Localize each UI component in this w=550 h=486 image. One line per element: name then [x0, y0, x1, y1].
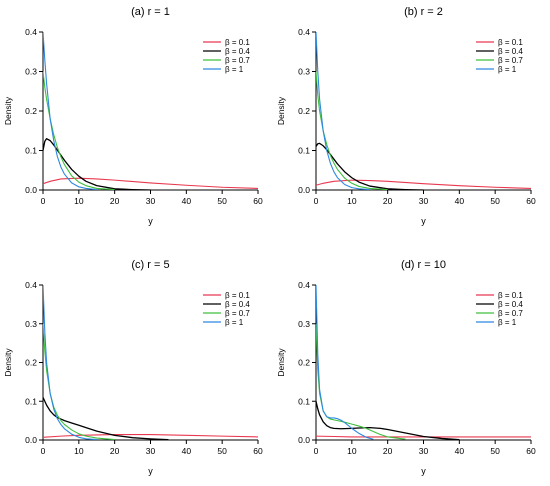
- series-line-4: [316, 31, 370, 190]
- x-tick-label: 10: [74, 446, 84, 456]
- x-tick-label: 30: [419, 196, 429, 206]
- y-tick-label: 0.1: [25, 146, 37, 156]
- x-tick-label: 0: [41, 446, 46, 456]
- legend-label: β = 0.7: [498, 56, 523, 65]
- series-line-3: [316, 323, 406, 440]
- x-tick-label: 40: [182, 446, 192, 456]
- x-axis-label: y: [148, 216, 153, 226]
- x-tick-label: 0: [41, 196, 46, 206]
- legend-label: β = 0.4: [225, 300, 250, 309]
- chart-title: (c) r = 5: [131, 259, 169, 271]
- y-tick-label: 0.1: [298, 146, 310, 156]
- legend-label: β = 1: [225, 318, 244, 327]
- series-line-2: [43, 397, 169, 440]
- x-tick-label: 0: [314, 196, 319, 206]
- x-tick-label: 20: [383, 446, 393, 456]
- x-axis-label: y: [421, 216, 426, 226]
- series-line-1: [316, 179, 531, 189]
- legend-label: β = 0.1: [225, 291, 250, 300]
- y-tick-label: 0.2: [298, 106, 310, 116]
- series-line-3: [43, 323, 115, 440]
- series-line-1: [43, 434, 258, 438]
- y-tick-label: 0.0: [298, 185, 310, 195]
- y-tick-label: 0.4: [25, 280, 37, 290]
- chart-title: (a) r = 1: [131, 6, 170, 18]
- y-tick-label: 0.2: [298, 358, 310, 368]
- series-line-4: [316, 284, 374, 440]
- x-tick-label: 20: [110, 446, 120, 456]
- y-tick-label: 0.2: [25, 106, 37, 116]
- y-tick-label: 0.0: [298, 435, 310, 445]
- y-axis-label: Density: [3, 348, 13, 377]
- x-tick-label: 10: [74, 196, 84, 206]
- x-tick-label: 30: [146, 196, 156, 206]
- series-line-3: [43, 71, 115, 190]
- y-axis-label: Density: [276, 348, 286, 377]
- y-tick-label: 0.1: [25, 396, 37, 406]
- y-tick-label: 0.3: [298, 67, 310, 77]
- legend-label: β = 0.7: [498, 309, 523, 318]
- y-tick-label: 0.0: [25, 185, 37, 195]
- series-line-4: [43, 31, 97, 190]
- y-axis-label: Density: [3, 96, 13, 125]
- x-tick-label: 50: [490, 446, 500, 456]
- series-line-4: [43, 284, 97, 440]
- series-line-3: [316, 71, 388, 190]
- chart-panel-3: (c) r = 5 0 10 20 30 40 50 60 0.0 0.1 0.2 0.3 0.4 y De…: [3, 259, 263, 476]
- y-tick-label: 0.3: [25, 319, 37, 329]
- chart-title: (d) r = 10: [401, 259, 446, 271]
- x-axis-label: y: [421, 466, 426, 476]
- x-tick-label: 40: [182, 196, 192, 206]
- chart-panel-4: (d) r = 10 0 10 20 30 40 50 60 0.0 0.1 0.2 0.3 0.4 y D…: [276, 259, 536, 476]
- legend-label: β = 1: [498, 318, 517, 327]
- legend-label: β = 1: [225, 65, 244, 74]
- y-tick-label: 0.3: [25, 67, 37, 77]
- x-tick-label: 60: [253, 446, 263, 456]
- x-tick-label: 50: [490, 196, 500, 206]
- legend-label: β = 0.1: [498, 291, 523, 300]
- x-tick-label: 30: [419, 446, 429, 456]
- chart-panel-1: (a) r = 1 0 10 20 30 40 50 60 0.0 0.1 0.2 0.3 0.4 y De…: [3, 6, 263, 226]
- x-tick-label: 50: [217, 446, 227, 456]
- y-tick-label: 0.4: [25, 27, 37, 37]
- x-tick-label: 60: [526, 446, 536, 456]
- y-axis-label: Density: [276, 96, 286, 125]
- legend-label: β = 1: [498, 65, 517, 74]
- x-tick-label: 10: [347, 446, 357, 456]
- y-tick-label: 0.4: [298, 280, 310, 290]
- x-tick-label: 20: [110, 196, 120, 206]
- x-tick-label: 50: [217, 196, 227, 206]
- legend-label: β = 0.1: [498, 38, 523, 47]
- x-axis-label: y: [148, 466, 153, 476]
- y-tick-label: 0.0: [25, 435, 37, 445]
- series-line-1: [43, 177, 258, 189]
- y-tick-label: 0.1: [298, 396, 310, 406]
- legend-label: β = 0.4: [498, 47, 523, 56]
- x-tick-label: 0: [314, 446, 319, 456]
- y-tick-label: 0.2: [25, 358, 37, 368]
- legend-label: β = 0.4: [225, 47, 250, 56]
- chart-title: (b) r = 2: [404, 6, 443, 18]
- x-tick-label: 30: [146, 446, 156, 456]
- y-tick-label: 0.3: [298, 319, 310, 329]
- x-tick-label: 40: [455, 196, 465, 206]
- x-tick-label: 60: [253, 196, 263, 206]
- legend-label: β = 0.1: [225, 38, 250, 47]
- legend-label: β = 0.7: [225, 56, 250, 65]
- x-tick-label: 40: [455, 446, 465, 456]
- x-tick-label: 20: [383, 196, 393, 206]
- legend-label: β = 0.4: [498, 300, 523, 309]
- y-tick-label: 0.4: [298, 27, 310, 37]
- x-tick-label: 60: [526, 196, 536, 206]
- legend-label: β = 0.7: [225, 309, 250, 318]
- x-tick-label: 10: [347, 196, 357, 206]
- series-line-2: [316, 142, 424, 190]
- chart-panel-2: (b) r = 2 0 10 20 30 40 50 60 0.0 0.1 0.2 0.3 0.4 y De…: [276, 6, 536, 226]
- series-line-2: [43, 137, 151, 190]
